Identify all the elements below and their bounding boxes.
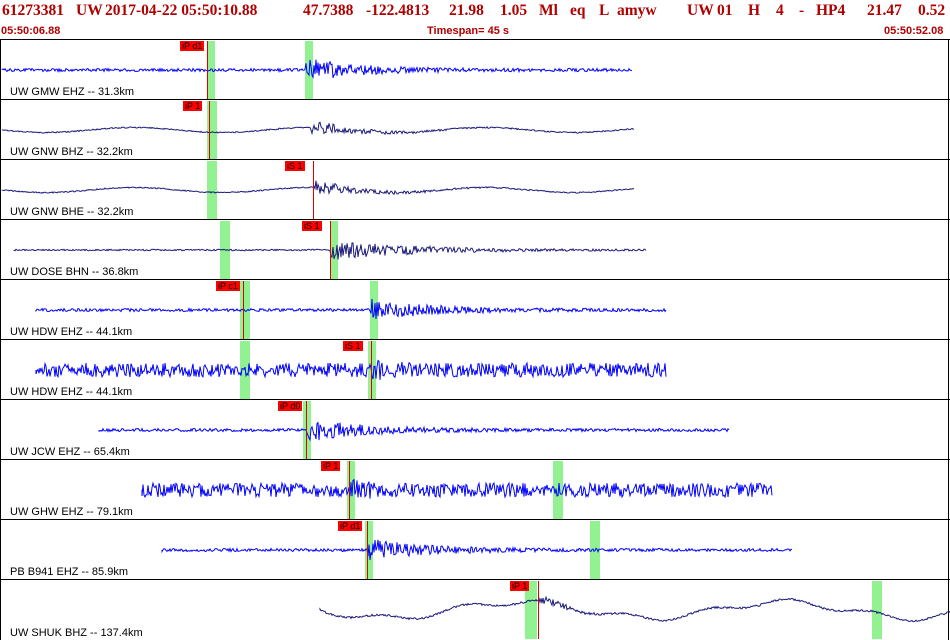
pick-time-line[interactable] [538,581,539,639]
pick-time-line[interactable] [207,41,208,99]
waveform-path [1,59,633,80]
waveform-trace [35,359,667,380]
phase-pick-flag[interactable]: iP 1 [510,581,530,591]
waveform-path [35,359,667,380]
channel-label: PB B941 EHZ -- 85.9km [10,566,128,578]
pick-window-marker [330,221,338,279]
event-type: eq [570,2,586,19]
pick-window-marker [525,581,537,639]
waveform-path [13,242,647,260]
pick-window-marker [368,341,376,399]
phase-pick-flag[interactable]: iP d1 [338,521,363,531]
event-id: 61273381 [2,2,64,19]
seismogram-panel[interactable]: iP c1 UW HDW EHZ -- 44.1km [0,279,950,339]
waveform-trace [319,595,950,623]
origin-datetime: 2017-04-22 05:50:10.88 [105,2,258,19]
waveform-trace [98,421,730,442]
rms-2: 0.52 [918,2,946,19]
event-summary-header: 61273381 UW 2017-04-22 05:50:10.88 47.73… [0,0,950,22]
algorithm: H [816,2,829,19]
pick-time-line[interactable] [349,461,350,519]
phase-set: P4 [828,2,846,19]
agency: UW [687,2,714,19]
magnitude-type: Ml [539,2,558,19]
pick-time-line[interactable] [243,281,244,339]
phase-pick-flag[interactable]: iP d0 [278,401,303,411]
waveform-trace [35,298,667,320]
waveform-trace [13,242,647,260]
channel-label: UW GMW EHZ -- 31.3km [10,86,135,98]
seismogram-panel[interactable]: iS 1 UW HDW EHZ -- 44.1km [0,339,950,399]
pick-window-marker [240,281,250,339]
pick-time-line[interactable] [313,161,314,219]
latitude: 47.7388 [303,2,354,19]
pick-time-line[interactable] [306,401,307,459]
waveform-path [161,539,793,560]
waveform-path [319,595,950,623]
gtype: H [748,2,761,19]
version: 01 [717,2,733,19]
waveform-trace [2,121,635,136]
pick-window-marker [872,581,882,639]
seismogram-panel[interactable]: iS 1 UW DOSE BHN -- 36.8km [0,219,950,279]
waveform-trace [141,478,773,499]
pick-window-marker [303,401,311,459]
phase-pick-flag[interactable]: iS 1 [302,221,322,231]
analyst: amyw [617,2,657,19]
rms-1: 21.47 [867,2,902,19]
seismogram-panel[interactable]: iP d0 UW JCW EHZ -- 65.4km [0,399,950,459]
seismogram-panel[interactable]: iS 1 UW GNW BHE -- 32.2km [0,159,950,219]
channel-label: UW JCW EHZ -- 65.4km [10,446,130,458]
waveform-trace [1,180,635,195]
channel-label: UW GHW EHZ -- 79.1km [10,506,133,518]
channel-label: UW HDW EHZ -- 44.1km [10,386,133,398]
phase-count: 4 [776,2,784,19]
seismogram-panel[interactable]: iP d1 UW GMW EHZ -- 31.3km [0,39,950,99]
pick-window-marker [207,101,217,159]
pick-time-line[interactable] [209,101,210,159]
channel-label: UW HDW EHZ -- 44.1km [10,326,133,338]
phase-pick-flag[interactable]: iS 1 [343,341,363,351]
waveform-path [98,421,730,442]
channel-label: UW DOSE BHN -- 36.8km [10,266,139,278]
pick-time-line[interactable] [367,521,368,579]
pick-window-marker [347,461,355,519]
longitude: -122.4813 [366,2,430,19]
seismogram-panel[interactable]: iP 1 UW GNW BHZ -- 32.2km [0,99,950,159]
waveform-path [1,180,635,195]
magnitude: 1.05 [500,2,528,19]
phase-pick-flag[interactable]: iP c1 [216,281,240,291]
waveform-trace [161,539,793,560]
channel-label: UW GNW BHZ -- 32.2km [10,146,133,158]
waveform-path [141,478,773,499]
seismogram-panels[interactable]: iP d1 UW GMW EHZ -- 31.3km iP 1 UW GNW BHZ … [0,39,950,640]
phase-pick-flag[interactable]: iS 1 [285,161,305,171]
waveform-trace [1,59,633,80]
waveform-path [35,298,667,320]
pick-time-line[interactable] [371,341,372,399]
channel-label: UW GNW BHE -- 32.2km [10,206,134,218]
timespan-label: Timespan= 45 s [427,25,510,37]
seismogram-panel[interactable]: iP 1 UW GHW EHZ -- 79.1km [0,459,950,519]
depth: 21.98 [449,2,484,19]
phase-pick-flag[interactable]: iP 1 [183,101,203,111]
phase-pick-flag[interactable]: iP 1 [321,461,341,471]
end-time: 05:50:52.08 [884,25,944,37]
pick-window-marker [207,41,215,99]
network-code: UW [76,2,103,19]
location-flag: L [599,2,610,19]
pick-window-marker [207,161,217,219]
channel-label: UW SHUK BHZ -- 137.4km [10,627,143,639]
time-axis-header: 05:50:06.88 Timespan= 45 s 05:50:52.08 [0,23,950,39]
phase-pick-flag[interactable]: iP d1 [180,41,205,51]
dash-separator: - [799,2,805,19]
seismogram-panel[interactable]: iP d1 PB B941 EHZ -- 85.9km [0,519,950,579]
waveform-path [2,121,635,136]
seismogram-panel[interactable]: iP 1 UW SHUK BHZ -- 137.4km [0,579,950,640]
pick-time-line[interactable] [330,221,331,279]
start-time: 05:50:06.88 [1,25,61,37]
